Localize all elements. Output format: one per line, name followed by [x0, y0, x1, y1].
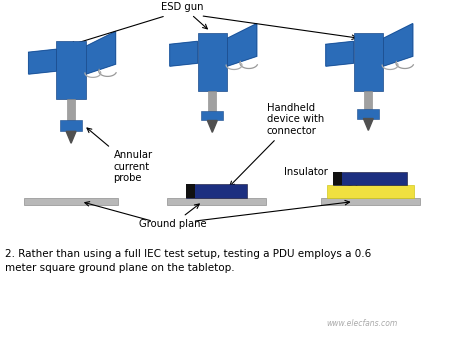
Polygon shape	[29, 49, 56, 74]
Bar	[353, 33, 383, 91]
Text: Handheld
device with
connector: Handheld device with connector	[230, 103, 324, 186]
Bar	[327, 185, 414, 197]
Text: ESD gun: ESD gun	[161, 2, 207, 29]
Bar	[24, 197, 118, 205]
Text: Annular
current
probe: Annular current probe	[87, 128, 153, 183]
Bar	[321, 197, 420, 205]
Polygon shape	[86, 32, 116, 74]
Polygon shape	[170, 41, 197, 66]
Polygon shape	[383, 24, 413, 66]
Text: 2. Rather than using a full IEC test setup, testing a PDU employs a 0.6: 2. Rather than using a full IEC test set…	[5, 249, 371, 259]
Polygon shape	[363, 119, 373, 130]
Bar	[208, 91, 216, 111]
Bar	[333, 172, 407, 185]
Polygon shape	[326, 41, 353, 66]
Polygon shape	[66, 131, 76, 143]
Bar	[60, 121, 82, 131]
Bar	[186, 184, 195, 197]
Bar	[333, 172, 342, 185]
Bar	[364, 91, 372, 109]
Bar	[202, 111, 223, 121]
Bar	[197, 33, 227, 91]
Text: Ground plane: Ground plane	[139, 204, 207, 229]
Bar	[167, 197, 266, 205]
Bar	[186, 184, 247, 197]
Bar	[67, 99, 75, 121]
Text: www.elecfans.com: www.elecfans.com	[326, 319, 397, 328]
Bar	[358, 109, 379, 119]
Bar	[56, 41, 86, 99]
Text: meter square ground plane on the tabletop.: meter square ground plane on the tableto…	[5, 263, 235, 273]
Polygon shape	[227, 24, 257, 66]
Text: Insulator: Insulator	[284, 167, 360, 189]
Polygon shape	[207, 121, 217, 132]
